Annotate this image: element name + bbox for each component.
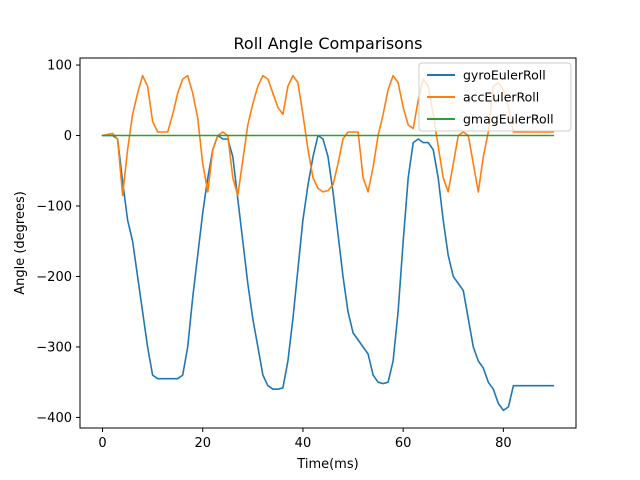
legend: gyroEulerRoll accEulerRoll gmagEulerRoll [418, 62, 572, 132]
chart-title: Roll Angle Comparisons [234, 34, 423, 53]
y-axis-label: Angle (degrees) [13, 191, 28, 295]
x-tick-label: 0 [98, 436, 106, 451]
legend-label-gyroEulerRoll: gyroEulerRoll [463, 68, 546, 83]
series-layer [101, 74, 555, 412]
y-tick-label: −100 [36, 200, 72, 215]
x-axis: 0 20 40 60 80 [98, 428, 512, 451]
legend-label-accEulerRoll: accEulerRoll [463, 90, 539, 105]
y-axis: 100 0 −100 −200 −300 −400 [36, 59, 80, 426]
x-tick-label: 60 [395, 436, 412, 451]
y-tick-label: −400 [36, 411, 72, 426]
y-tick-label: −200 [36, 270, 72, 285]
x-tick-label: 20 [194, 436, 211, 451]
x-tick-label: 80 [495, 436, 512, 451]
x-tick-label: 40 [295, 436, 312, 451]
plot-frame [79, 57, 577, 429]
y-tick-label: 100 [47, 59, 72, 74]
legend-label-gmagEulerRoll: gmagEulerRoll [463, 112, 554, 127]
x-axis-label: Time(ms) [296, 457, 358, 472]
y-tick-label: −300 [36, 340, 72, 355]
legend-box [418, 62, 572, 132]
series-line-accEulerRoll [101, 74, 555, 197]
y-tick-label: 0 [64, 129, 72, 144]
series-line-gyroEulerRoll [101, 134, 555, 412]
